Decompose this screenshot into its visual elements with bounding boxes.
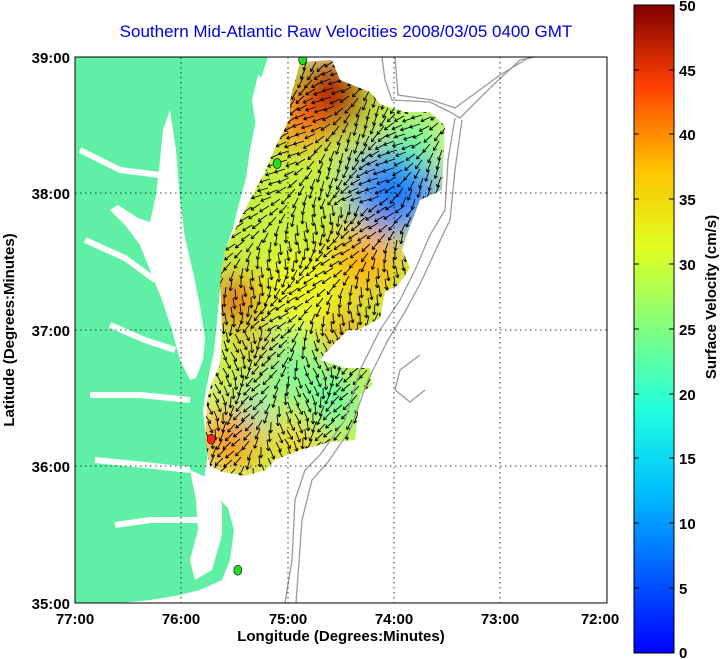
colorbar-tick-label: 0 xyxy=(679,645,687,659)
x-tick-label: 75:00 xyxy=(269,611,307,628)
colorbar-gradient xyxy=(633,4,675,654)
x-tick-label: 73:00 xyxy=(481,611,519,628)
colorbar-tick-label: 40 xyxy=(679,127,696,144)
colorbar-label: Surface Velocity (cm/s) xyxy=(703,215,720,379)
radar-station-marker xyxy=(272,158,282,169)
colorbar-tick-label: 20 xyxy=(679,387,696,404)
y-tick-label: 35:00 xyxy=(32,596,70,613)
colorbar-tick-label: 35 xyxy=(679,192,696,209)
pamlico-sound xyxy=(190,470,222,580)
y-tick-label: 38:00 xyxy=(32,186,70,203)
chart-title: Southern Mid-Atlantic Raw Velocities 200… xyxy=(120,22,573,41)
radar-station-marker xyxy=(206,433,216,445)
colorbar: 50 45 40 35 30 25 20 15 10 5 0 Surface V… xyxy=(633,0,720,659)
radar-station-marker xyxy=(298,57,307,66)
radar-station-marker xyxy=(233,564,243,576)
x-tick-label: 72:00 xyxy=(581,611,619,628)
x-axis: 77:00 76:00 75:00 74:00 73:00 72:00 Long… xyxy=(56,611,619,645)
colorbar-tick-label: 5 xyxy=(679,581,687,598)
colorbar-tick-label: 30 xyxy=(679,257,696,274)
x-tick-label: 76:00 xyxy=(162,611,200,628)
colorbar-tick-label: 50 xyxy=(679,0,696,15)
colorbar-tick-label: 25 xyxy=(679,322,696,339)
y-tick-label: 39:00 xyxy=(32,50,70,67)
grid-lines xyxy=(75,57,607,603)
bathymetry-contours xyxy=(284,57,536,603)
plot-area xyxy=(74,56,608,604)
y-axis-label: Latitude (Degrees:Minutes) xyxy=(1,233,18,426)
colorbar-tick-label: 45 xyxy=(679,63,696,80)
colorbar-ticks xyxy=(634,4,674,589)
plot-frame xyxy=(74,56,608,604)
radar-stations xyxy=(206,57,307,576)
x-axis-label: Longitude (Degrees:Minutes) xyxy=(237,628,445,645)
rivers xyxy=(78,147,200,528)
colorbar-tick-label: 10 xyxy=(679,516,696,533)
x-tick-label: 74:00 xyxy=(375,611,413,628)
delaware-bay xyxy=(252,75,272,120)
x-tick-label: 77:00 xyxy=(56,611,94,628)
y-tick-label: 36:00 xyxy=(32,459,70,476)
y-tick-label: 37:00 xyxy=(32,323,70,340)
colorbar-tick-label: 15 xyxy=(679,451,696,468)
y-axis: 39:00 38:00 37:00 36:00 35:00 Latitude (… xyxy=(1,50,70,613)
